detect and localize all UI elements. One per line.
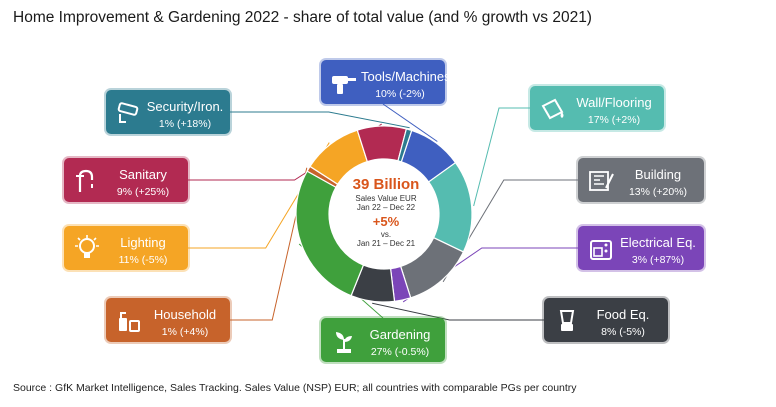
center-label-3: Jan 21 – Dec 21	[356, 239, 416, 248]
connector-security	[230, 111, 410, 129]
category-share-growth: 1% (+18%)	[158, 118, 212, 130]
category-box-gardening: Gardening 27% (-0.5%)	[321, 318, 445, 362]
blender-icon	[552, 306, 582, 336]
connector-household	[230, 167, 308, 321]
stove-icon	[586, 234, 616, 264]
cctv-camera-icon	[114, 98, 144, 128]
category-box-household: Household 1% (+4%)	[106, 298, 230, 342]
category-name: Lighting	[120, 235, 166, 250]
total-value: 39 Billion	[352, 176, 420, 193]
category-name: Tools/Machines	[361, 69, 451, 84]
center-label-2: Jan 22 – Dec 22	[356, 203, 416, 212]
category-box-sanitary: Sanitary 9% (+25%)	[64, 158, 188, 202]
category-box-food: Food Eq. 8% (-5%)	[544, 298, 668, 342]
donut-slices	[295, 125, 473, 303]
category-share-growth: 11% (-5%)	[118, 254, 168, 266]
center-label-1: Sales Value EUR	[355, 194, 417, 203]
faucet-icon	[72, 166, 102, 196]
category-share-growth: 13% (+20%)	[628, 186, 688, 198]
donut-center: 39 Billion Sales Value EUR Jan 22 – Dec …	[334, 176, 438, 248]
paint-bucket-icon	[538, 94, 568, 124]
connector-tools	[382, 103, 438, 142]
category-box-wall: Wall/Flooring 17% (+2%)	[530, 86, 664, 130]
category-name: Wall/Flooring	[576, 95, 652, 110]
category-share-growth: 8% (-5%)	[601, 326, 645, 338]
center-label-vs: vs.	[380, 230, 392, 239]
category-box-lighting: Lighting 11% (-5%)	[64, 226, 188, 270]
category-share-growth: 1% (+4%)	[161, 326, 209, 338]
category-share-growth: 3% (+87%)	[631, 254, 685, 266]
category-share-growth: 27% (-0.5%)	[370, 346, 430, 358]
blueprint-icon	[586, 166, 616, 196]
slice-security	[397, 128, 413, 163]
category-name: Electrical Eq.	[620, 235, 696, 250]
category-name: Food Eq.	[596, 307, 650, 322]
chart-title: Home Improvement & Gardening 2022 - shar…	[13, 9, 592, 26]
source-note: Source : GfK Market Intelligence, Sales …	[13, 382, 577, 394]
category-box-tools: Tools/Machines 10% (-2%)	[321, 60, 451, 104]
lamp-icon	[72, 234, 102, 264]
category-name: Gardening	[369, 327, 431, 342]
category-box-electrical: Electrical Eq. 3% (+87%)	[578, 226, 704, 270]
category-box-building: Building 13% (+20%)	[578, 158, 704, 202]
connector-wall	[473, 107, 530, 207]
category-share-growth: 17% (+2%)	[587, 114, 641, 126]
category-share-growth: 10% (-2%)	[375, 88, 425, 100]
cleaning-supplies-icon	[114, 306, 144, 336]
drill-icon	[329, 68, 359, 98]
growth-value: +5%	[372, 214, 400, 229]
category-share-growth: 9% (+25%)	[116, 186, 170, 198]
category-box-security: Security/Iron. 1% (+18%)	[106, 90, 230, 134]
connector-food	[372, 302, 544, 321]
category-name: Sanitary	[119, 167, 167, 182]
plant-icon	[329, 326, 359, 356]
category-name: Security/Iron.	[146, 99, 224, 114]
category-name: Building	[634, 167, 682, 182]
category-name: Household	[153, 307, 217, 322]
